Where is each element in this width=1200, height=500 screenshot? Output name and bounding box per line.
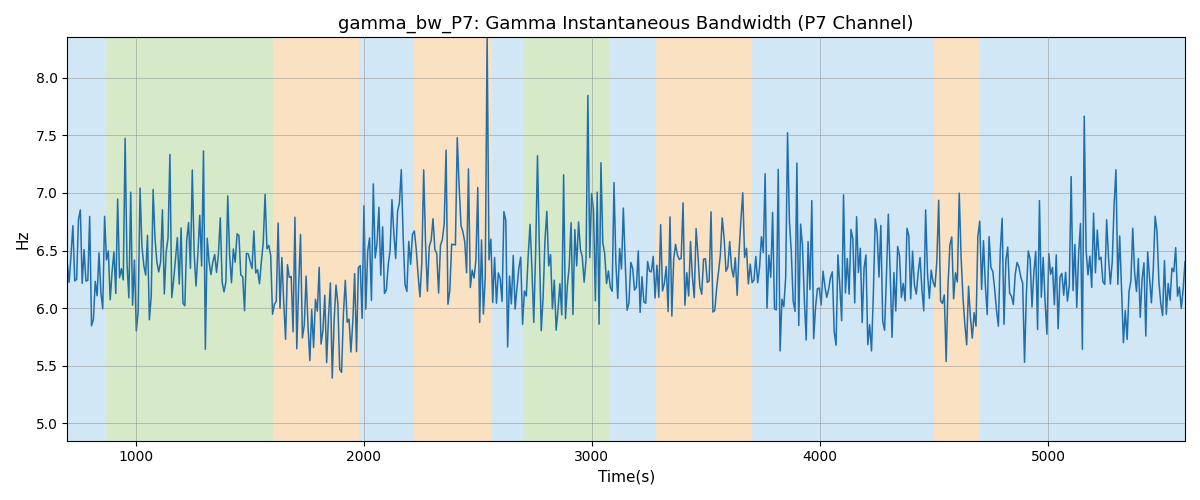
Bar <box>492 38 523 440</box>
Title: gamma_bw_P7: Gamma Instantaneous Bandwidth (P7 Channel): gamma_bw_P7: Gamma Instantaneous Bandwid… <box>338 15 914 34</box>
X-axis label: Time(s): Time(s) <box>598 470 655 485</box>
Bar <box>359 38 414 440</box>
Bar <box>979 38 1186 440</box>
Bar <box>414 38 492 440</box>
Bar <box>655 38 751 440</box>
Bar <box>934 38 979 440</box>
Bar <box>323 38 359 440</box>
Bar <box>751 38 934 440</box>
Bar <box>67 38 106 440</box>
Bar <box>272 38 323 440</box>
Y-axis label: Hz: Hz <box>16 230 30 249</box>
Bar <box>523 38 610 440</box>
Bar <box>106 38 272 440</box>
Bar <box>610 38 655 440</box>
